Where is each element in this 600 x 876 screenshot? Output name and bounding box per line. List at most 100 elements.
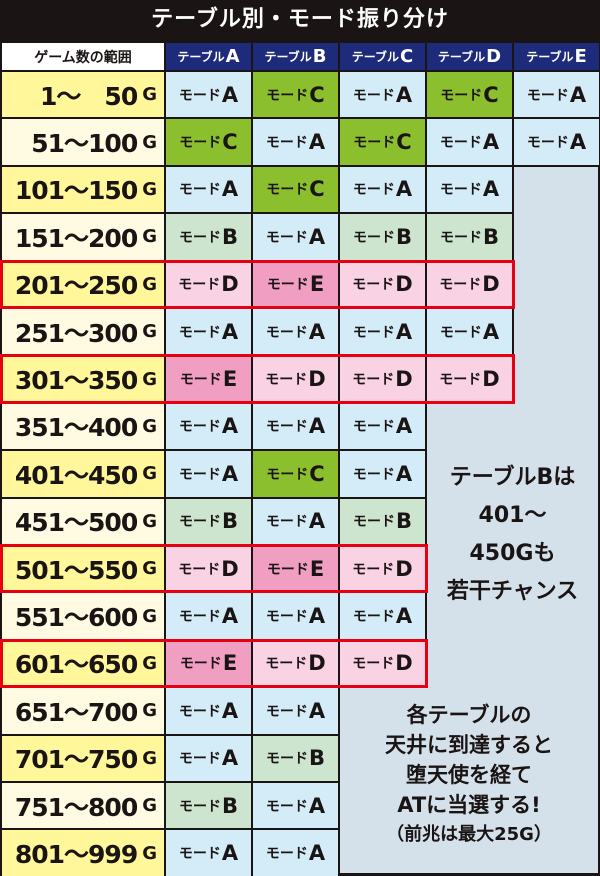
range-value: 1～ 50 [40, 81, 138, 111]
mode-cell: モード A [340, 166, 425, 213]
mode-cell: モード C [253, 72, 338, 118]
mode-prefix: モード [526, 87, 569, 104]
mode-cell: モード B [166, 498, 251, 544]
mode-prefix: モード [439, 229, 482, 246]
mode-cell: モード B [340, 498, 425, 544]
note-line: 堕天使を経て [406, 763, 532, 788]
range-value: 651～700 [14, 697, 138, 727]
mode-letter: D [395, 367, 413, 392]
mode-letter: D [482, 272, 500, 297]
mode-prefix: モード [352, 87, 395, 104]
range-cell: 401～450 G [2, 451, 164, 497]
mode-prefix: モード [266, 87, 309, 104]
mode-prefix: モード [352, 277, 395, 294]
range-cell: 1～ 50 G [2, 72, 164, 118]
mode-prefix: モード [178, 419, 221, 436]
mode-prefix: モード [178, 514, 221, 531]
mode-cell: モード A [340, 72, 425, 118]
mode-cell: モード A [253, 214, 338, 260]
table-prefix-label: テーブル [526, 50, 574, 64]
unit-label: G [142, 226, 157, 248]
mode-cell: モード A [253, 119, 338, 165]
mode-cell: モード A [253, 830, 338, 876]
mode-letter: E [222, 367, 238, 392]
mode-letter: A [308, 224, 326, 249]
mode-prefix: モード [265, 656, 308, 673]
mode-letter: A [308, 604, 326, 629]
note-line: 若干チャンス [446, 579, 579, 605]
mode-letter: A [221, 414, 239, 439]
unit-label: G [142, 510, 157, 532]
mode-letter: B [395, 509, 412, 534]
mode-cell: モード A [514, 119, 599, 165]
mode-prefix: モード [440, 87, 483, 104]
unit-label: G [142, 415, 157, 437]
mode-letter: A [395, 414, 413, 439]
table-column-header: テーブル D [427, 43, 512, 70]
mode-prefix: モード [352, 514, 395, 531]
mode-prefix: モード [439, 182, 482, 199]
range-cell: 201～250 G [2, 261, 164, 307]
mode-prefix: モード [178, 609, 221, 626]
mode-cell: モード A [514, 72, 599, 118]
range-value: 451～500 [14, 508, 138, 538]
mode-letter: D [221, 272, 239, 297]
mode-letter: A [308, 414, 326, 439]
mode-prefix: モード [266, 561, 309, 578]
mode-letter: A [221, 82, 239, 107]
mode-letter: B [221, 224, 238, 249]
note-table-b-chance: テーブルBは 401～ 450Gも 若干チャンス [427, 459, 598, 633]
mode-cell: モード A [166, 403, 251, 450]
mode-cell: モード A [253, 593, 338, 639]
mode-cell: モード A [340, 593, 425, 639]
unit-label: G [142, 842, 157, 864]
unit-label: G [142, 178, 157, 200]
mode-cell: モード B [166, 783, 251, 829]
mode-letter: E [309, 272, 325, 297]
mode-cell: モード A [166, 309, 251, 355]
table-column-header: テーブル A [166, 43, 251, 70]
mode-prefix: モード [439, 135, 482, 152]
mode-prefix: モード [178, 229, 221, 246]
mode-prefix: モード [178, 324, 221, 341]
unit-label: G [142, 700, 157, 722]
range-value: 351～400 [14, 413, 138, 443]
mode-cell: モード E [253, 261, 338, 307]
mode-prefix: モード [353, 135, 396, 152]
range-column-header: ゲーム数の範囲 [2, 43, 164, 70]
unit-label: G [142, 368, 157, 390]
mode-letter: B [395, 224, 412, 249]
mode-letter: E [222, 651, 238, 676]
mode-letter: A [308, 793, 326, 818]
mode-letter: B [221, 509, 238, 534]
range-value: 251～300 [14, 318, 138, 348]
mode-letter: D [308, 367, 326, 392]
range-cell: 351～400 G [2, 403, 164, 450]
mode-cell: モード C [166, 119, 251, 165]
mode-cell: モード A [166, 688, 251, 734]
mode-letter: A [308, 130, 326, 155]
mode-cell: モード A [340, 403, 425, 450]
mode-letter: D [482, 367, 500, 392]
mode-prefix: モード [178, 751, 221, 768]
mode-prefix: モード [265, 372, 308, 389]
mode-cell: モード A [253, 783, 338, 829]
unit-label: G [142, 131, 157, 153]
mode-prefix: モード [266, 182, 309, 199]
mode-letter: A [482, 130, 500, 155]
mode-prefix: モード [178, 466, 221, 483]
unit-label: G [142, 747, 157, 769]
mode-letter: D [395, 651, 413, 676]
mode-prefix: モード [178, 87, 221, 104]
mode-letter: A [395, 82, 413, 107]
mode-prefix: モード [179, 372, 222, 389]
table-column-header: テーブル E [514, 43, 599, 70]
unit-label: G [142, 463, 157, 485]
unit-label: G [142, 321, 157, 343]
table-column-header: テーブル C [340, 43, 425, 70]
mode-cell: モード D [166, 546, 251, 592]
mode-cell: モード D [340, 546, 425, 592]
range-cell: 301～350 G [2, 356, 164, 402]
table-prefix-label: テーブル [177, 50, 225, 64]
mode-prefix: モード [265, 419, 308, 436]
